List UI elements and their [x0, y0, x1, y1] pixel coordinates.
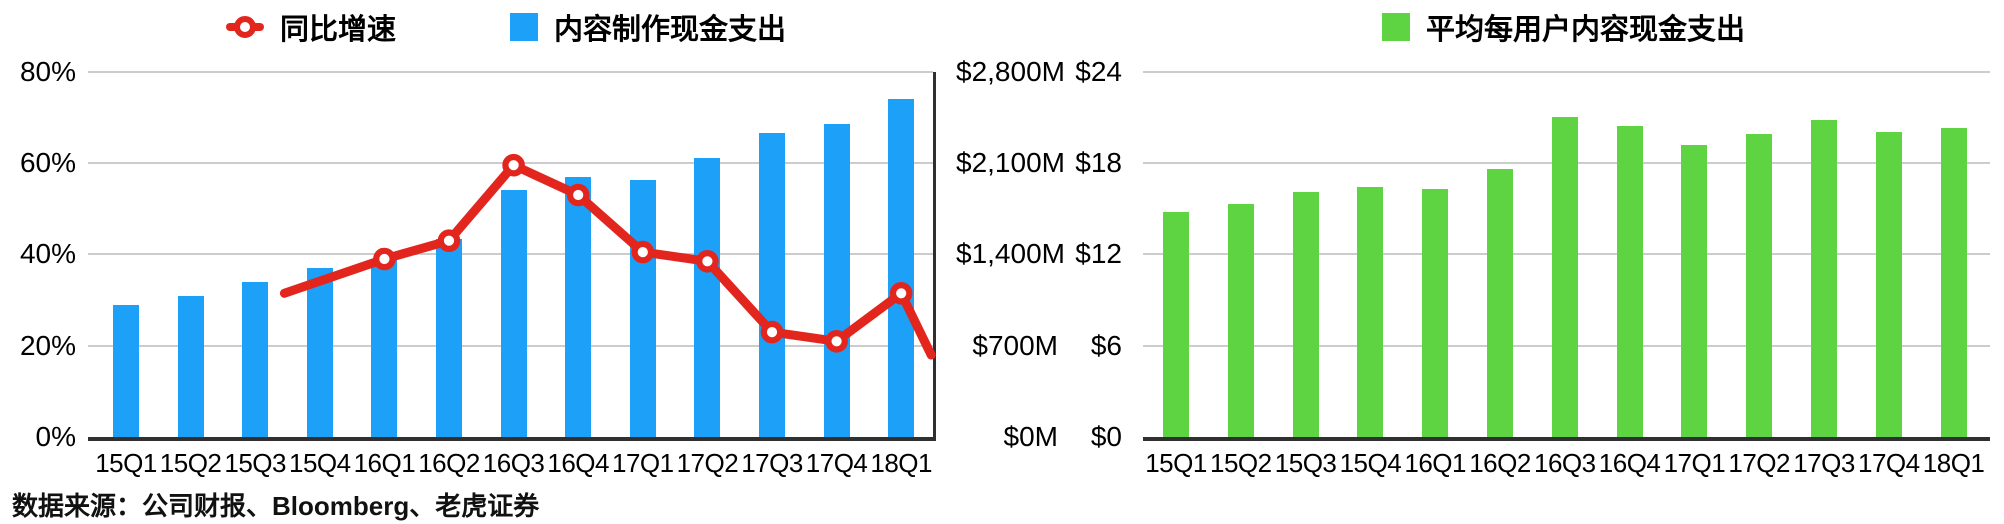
y-tick-label: $0M — [1003, 421, 1058, 453]
x-axis-label-17Q1: 17Q1 — [611, 448, 674, 478]
bar-16Q2 — [436, 238, 462, 438]
x-axis-label-16Q3: 16Q3 — [1533, 448, 1596, 478]
gridline — [1143, 70, 1990, 73]
bar-15Q2 — [1227, 204, 1254, 438]
x-axis-line — [88, 437, 936, 442]
bar-16Q4 — [565, 177, 592, 438]
bar-15Q1 — [1163, 211, 1189, 438]
y-tick-label: $6 — [1090, 329, 1122, 361]
y-tick-label: 0% — [35, 421, 76, 453]
green-bar-swatch-icon — [1382, 13, 1410, 41]
y-tick-label: 40% — [19, 238, 76, 270]
line-marker-ring — [234, 16, 256, 38]
x-axis-label-15Q1: 15Q1 — [95, 448, 157, 478]
bar-15Q3 — [242, 281, 269, 438]
y-tick-label: $24 — [1075, 55, 1122, 87]
legend-item-yoy-growth: 同比增速 — [226, 13, 396, 46]
x-axis-label-16Q4: 16Q4 — [1598, 448, 1661, 478]
blue-bar-swatch-icon — [510, 13, 538, 41]
x-axis-label-15Q3: 15Q3 — [1274, 448, 1337, 478]
line-marker — [502, 153, 525, 177]
x-axis-label-17Q2: 17Q2 — [676, 448, 739, 478]
gridline — [88, 70, 933, 73]
bar-17Q4 — [1875, 132, 1902, 438]
right-axis-line — [933, 71, 936, 442]
y-tick-label: $12 — [1075, 238, 1122, 270]
bar-17Q2 — [1746, 133, 1773, 438]
bar-17Q2 — [694, 158, 721, 438]
bar-15Q4 — [1357, 187, 1384, 438]
x-axis-label-16Q3: 16Q3 — [482, 448, 545, 478]
legend-item-content-spend: 内容制作现金支出 — [510, 13, 786, 46]
bar-15Q1 — [113, 305, 139, 438]
x-axis-label-17Q3: 17Q3 — [1793, 448, 1855, 478]
x-axis-label-15Q2: 15Q2 — [1209, 448, 1272, 478]
x-axis-label-15Q4: 15Q4 — [1339, 448, 1402, 478]
bar-16Q4 — [1616, 126, 1643, 438]
x-axis-label-15Q1: 15Q1 — [1145, 448, 1207, 478]
y-tick-label: $2,100M — [956, 146, 1065, 178]
x-axis-label-17Q4: 17Q4 — [1857, 448, 1920, 478]
bar-17Q1 — [629, 179, 656, 438]
y-tick-label: $0 — [1090, 421, 1122, 453]
legend-label-arpu-spend: 平均每用户内容现金支出 — [1426, 14, 1746, 46]
bar-15Q3 — [1292, 191, 1319, 438]
y-tick-label: 20% — [19, 329, 76, 361]
x-axis-label-17Q1: 17Q1 — [1663, 448, 1726, 478]
x-axis-label-18Q1: 18Q1 — [1922, 448, 1985, 478]
x-axis-label-17Q4: 17Q4 — [805, 448, 868, 478]
x-axis-label-16Q2: 16Q2 — [1469, 448, 1531, 478]
legend-label-yoy-growth: 同比增速 — [280, 14, 397, 46]
x-axis-label-16Q2: 16Q2 — [418, 448, 480, 478]
bar-16Q3 — [500, 190, 527, 438]
bar-16Q3 — [1551, 117, 1578, 438]
legend-item-arpu-spend: 平均每用户内容现金支出 — [1382, 13, 1745, 46]
bar-17Q3 — [1811, 120, 1837, 438]
y-tick-label: 60% — [19, 146, 76, 178]
bar-17Q3 — [759, 132, 785, 438]
legend-label-content-spend: 内容制作现金支出 — [554, 14, 787, 46]
bar-16Q1 — [371, 259, 398, 438]
bar-15Q4 — [306, 268, 333, 438]
x-axis-label-17Q2: 17Q2 — [1728, 448, 1790, 478]
bar-17Q1 — [1681, 144, 1708, 438]
x-axis-label-16Q4: 16Q4 — [547, 448, 609, 478]
x-axis-label-15Q4: 15Q4 — [288, 448, 351, 478]
y-tick-label: $2,800M — [956, 55, 1065, 87]
bar-16Q1 — [1422, 188, 1449, 438]
y-tick-label: 80% — [19, 55, 76, 87]
x-axis-label-17Q3: 17Q3 — [741, 448, 803, 478]
x-axis-label-18Q1: 18Q1 — [870, 448, 932, 478]
x-axis-line — [1143, 437, 1990, 442]
line-marker-icon — [226, 13, 264, 41]
x-axis-label-16Q1: 16Q1 — [353, 448, 416, 478]
x-axis-label-16Q1: 16Q1 — [1404, 448, 1466, 478]
x-axis-label-15Q2: 15Q2 — [159, 448, 222, 478]
bar-16Q2 — [1487, 169, 1513, 438]
y-tick-label: $18 — [1075, 146, 1122, 178]
source-note: 数据来源：公司财报、Bloomberg、老虎证券 — [12, 491, 540, 521]
x-axis-label-15Q3: 15Q3 — [224, 448, 286, 478]
bar-18Q1 — [888, 98, 915, 438]
bar-17Q4 — [823, 123, 850, 438]
gridline — [88, 161, 933, 164]
y-tick-label: $700M — [972, 329, 1058, 361]
bar-15Q2 — [177, 296, 204, 438]
bar-18Q1 — [1940, 127, 1967, 438]
y-tick-label: $1,400M — [956, 238, 1065, 270]
